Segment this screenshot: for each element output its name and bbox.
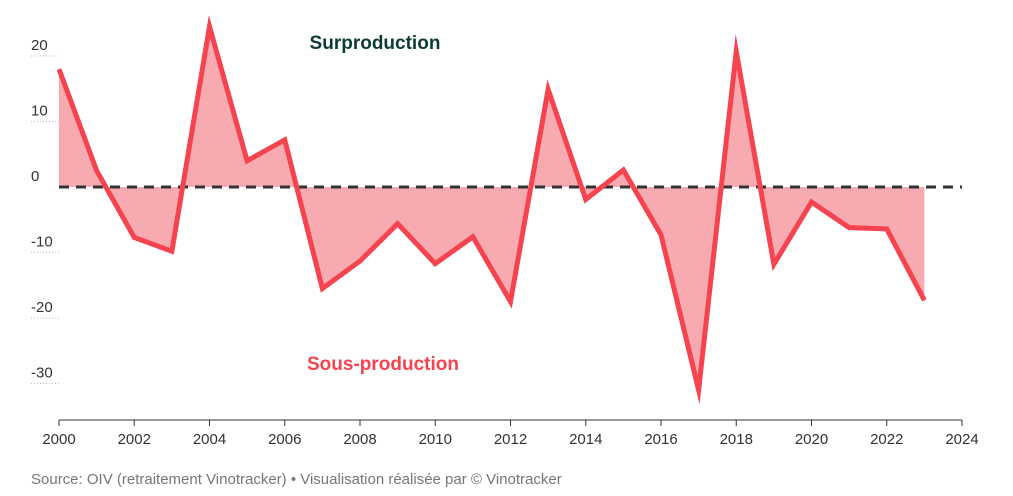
y-tick-label: 20 [31,37,48,54]
y-tick-label: 0 [31,168,39,185]
y-tick-label: 10 [31,103,48,120]
source-caption: Source: OIV (retraitement Vinotracker) •… [31,471,562,488]
x-tick-label: 2018 [720,431,753,448]
x-tick-label: 2024 [945,431,978,448]
x-tick-label: 2014 [569,431,602,448]
x-tick-label: 2004 [193,431,226,448]
annotation-sous-production: Sous-production [307,354,459,375]
y-tick-label: -10 [31,234,53,251]
x-tick-label: 2002 [118,431,151,448]
x-tick-label: 2008 [343,431,376,448]
y-tick-label: -30 [31,365,53,382]
annotation-surproduction: Surproduction [310,33,441,54]
x-tick-label: 2012 [494,431,527,448]
y-tick-label: -20 [31,299,53,316]
x-tick-label: 2022 [870,431,903,448]
x-tick-label: 2016 [644,431,677,448]
y-tick-labels: 20 10 0 -10 -20 -30 [31,37,53,382]
x-axis [58,419,963,426]
area-shape [59,26,925,391]
x-tick-label: 2006 [268,431,301,448]
area-fill [59,26,925,391]
series-polyline [56,15,927,405]
x-tick-label: 2010 [419,431,452,448]
x-tick-label: 2000 [42,431,75,448]
x-tick-labels: 2000 2002 2004 2006 2008 2010 2012 2014 2016 2018… [42,431,978,448]
x-tick-label: 2020 [795,431,828,448]
series-line [56,15,927,405]
